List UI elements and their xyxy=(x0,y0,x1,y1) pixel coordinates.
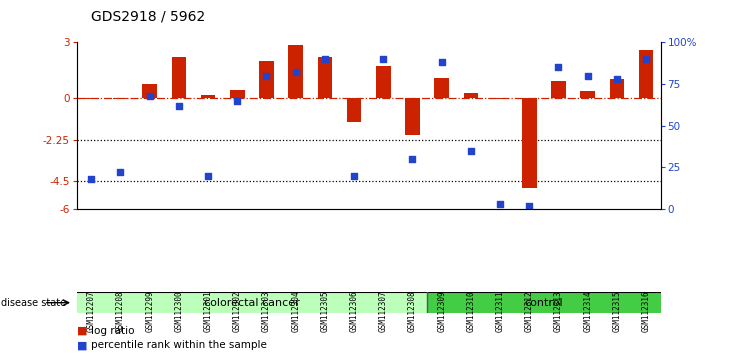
Point xyxy=(494,201,506,207)
Text: GSM112302: GSM112302 xyxy=(233,290,242,332)
Bar xyxy=(639,50,653,98)
Text: GSM112316: GSM112316 xyxy=(642,290,650,332)
Bar xyxy=(172,57,186,98)
Bar xyxy=(84,98,99,99)
Point xyxy=(348,173,360,178)
Bar xyxy=(142,84,157,98)
Bar xyxy=(522,98,537,188)
Point xyxy=(465,148,477,154)
Text: GSM112311: GSM112311 xyxy=(496,290,504,332)
Point xyxy=(582,73,593,79)
Text: colorectal cancer: colorectal cancer xyxy=(204,298,300,308)
Bar xyxy=(230,90,245,98)
Text: GSM112313: GSM112313 xyxy=(554,290,563,332)
Bar xyxy=(318,57,332,98)
Bar xyxy=(464,93,478,98)
Text: GDS2918 / 5962: GDS2918 / 5962 xyxy=(91,9,206,23)
Text: percentile rank within the sample: percentile rank within the sample xyxy=(91,340,267,350)
Bar xyxy=(347,98,361,122)
Point xyxy=(640,56,652,62)
Text: GSM112300: GSM112300 xyxy=(174,290,183,332)
Text: disease state: disease state xyxy=(1,298,66,308)
Point xyxy=(553,65,564,70)
Text: GSM112208: GSM112208 xyxy=(116,290,125,332)
Point xyxy=(523,203,535,209)
Text: GSM112305: GSM112305 xyxy=(320,290,329,332)
Point xyxy=(436,59,447,65)
Text: ■: ■ xyxy=(77,326,87,336)
Point xyxy=(319,56,331,62)
Bar xyxy=(493,98,507,99)
Bar xyxy=(201,95,215,98)
Bar xyxy=(610,79,624,98)
Text: GSM112303: GSM112303 xyxy=(262,290,271,332)
Point xyxy=(85,176,97,182)
Text: control: control xyxy=(525,298,563,308)
Point xyxy=(407,156,418,162)
Text: log ratio: log ratio xyxy=(91,326,135,336)
Point xyxy=(290,70,301,75)
Text: GSM112304: GSM112304 xyxy=(291,290,300,332)
Point xyxy=(231,98,243,104)
Point xyxy=(611,76,623,82)
Bar xyxy=(427,292,661,313)
Bar xyxy=(434,78,449,98)
Bar xyxy=(580,91,595,98)
Bar xyxy=(288,45,303,98)
Text: GSM112301: GSM112301 xyxy=(204,290,212,332)
Text: GSM112312: GSM112312 xyxy=(525,290,534,332)
Point xyxy=(115,170,126,175)
Bar xyxy=(77,292,427,313)
Bar xyxy=(376,65,391,98)
Point xyxy=(144,93,155,98)
Bar xyxy=(113,98,128,99)
Text: GSM112314: GSM112314 xyxy=(583,290,592,332)
Bar xyxy=(405,98,420,135)
Text: GSM112310: GSM112310 xyxy=(466,290,475,332)
Text: ■: ■ xyxy=(77,340,87,350)
Point xyxy=(261,73,272,79)
Bar xyxy=(551,81,566,98)
Text: GSM112309: GSM112309 xyxy=(437,290,446,332)
Text: GSM112315: GSM112315 xyxy=(612,290,621,332)
Text: GSM112306: GSM112306 xyxy=(350,290,358,332)
Text: GSM112207: GSM112207 xyxy=(87,290,96,332)
Text: GSM112308: GSM112308 xyxy=(408,290,417,332)
Point xyxy=(377,56,389,62)
Text: GSM112307: GSM112307 xyxy=(379,290,388,332)
Point xyxy=(173,103,185,109)
Point xyxy=(202,173,214,178)
Text: GSM112299: GSM112299 xyxy=(145,290,154,332)
Bar xyxy=(259,61,274,98)
